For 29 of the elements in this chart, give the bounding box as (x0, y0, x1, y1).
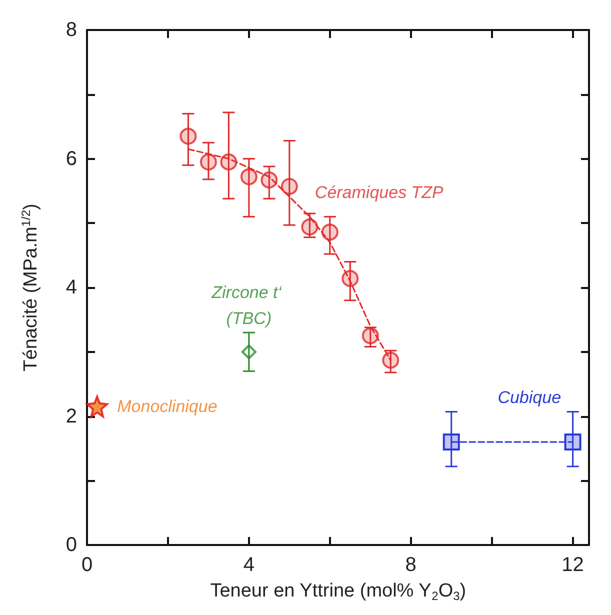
y-tick-label: 8 (66, 19, 77, 41)
point (260, 171, 278, 188)
series-label: Cubique (498, 388, 562, 407)
point (180, 128, 197, 145)
point (301, 218, 318, 236)
point (342, 270, 359, 287)
series-label: Céramiques TZP (314, 182, 444, 202)
point (240, 168, 258, 186)
point (200, 153, 217, 170)
point (321, 224, 338, 241)
x-tick-label: 4 (243, 554, 254, 576)
x-tick-label: 0 (81, 554, 93, 576)
point (362, 327, 379, 344)
point (280, 178, 298, 195)
point (564, 434, 582, 450)
series-label: Monoclinique (117, 397, 218, 416)
y-tick-label: 4 (66, 276, 77, 298)
text: Zircone t‘ (TBC) (210, 282, 286, 328)
y-tick-label: 2 (66, 405, 77, 428)
y-tick-label: 0 (66, 534, 77, 556)
x-tick-label: 12 (562, 554, 584, 576)
y-axis-title: Ténacité (MPa.m1/2) (19, 204, 42, 372)
x-tick-label: 8 (405, 554, 416, 576)
point (442, 434, 460, 450)
point (86, 396, 108, 418)
point (382, 352, 400, 369)
point (241, 344, 256, 360)
point (220, 153, 238, 170)
y-tick-label: 6 (66, 148, 77, 170)
